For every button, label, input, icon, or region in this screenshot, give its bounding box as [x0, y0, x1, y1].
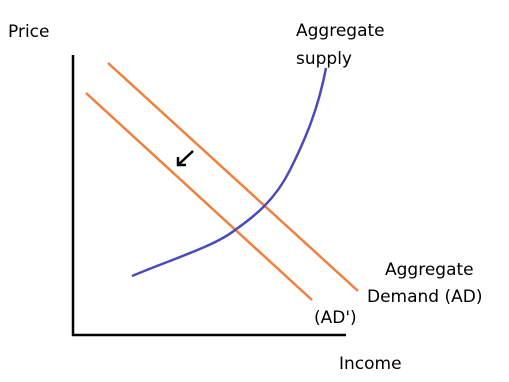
as-label: Aggregate	[296, 21, 385, 41]
ad-prime-label: (AD')	[314, 308, 357, 328]
ad-prime-line	[85, 92, 313, 301]
ad-label: Demand (AD)	[367, 287, 482, 307]
y-axis-label: Price	[8, 22, 49, 42]
as-label: supply	[296, 49, 352, 69]
x-axis-label: Income	[339, 354, 402, 374]
shift-arrow	[176, 150, 194, 167]
as-curve	[131, 67, 328, 278]
ad-label: Aggregate	[385, 260, 474, 280]
ad-line	[107, 62, 359, 292]
